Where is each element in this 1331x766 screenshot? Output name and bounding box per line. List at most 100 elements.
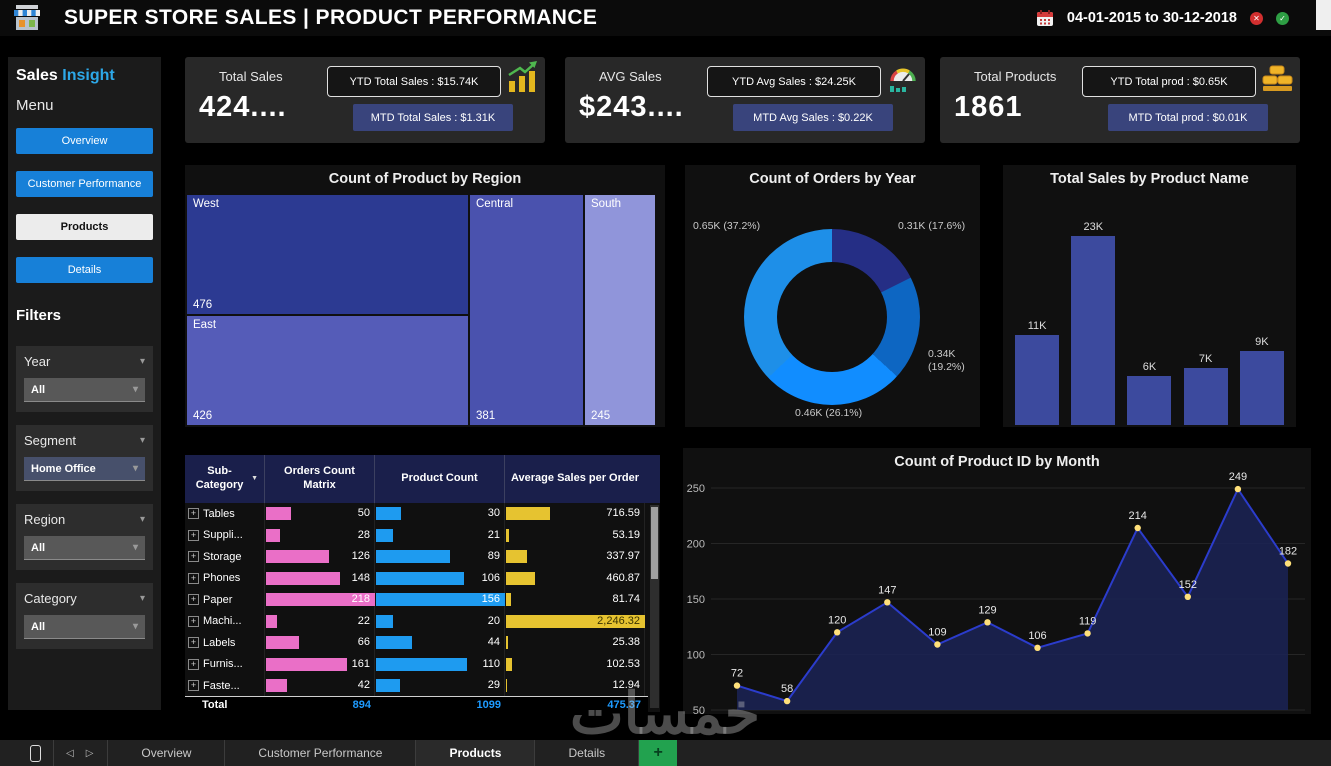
bar-column[interactable]: 11K — [1015, 320, 1060, 425]
scrollbar[interactable] — [1316, 0, 1331, 30]
table-row[interactable]: + Paper 218 156 81.74 — [185, 589, 660, 611]
gauge-icon — [886, 59, 920, 95]
data-point[interactable] — [1234, 485, 1242, 493]
sidebar-item-customer-performance[interactable]: Customer Performance — [16, 171, 153, 197]
mobile-view-icon[interactable] — [30, 744, 41, 762]
sidebar-item-overview[interactable]: Overview — [16, 128, 153, 154]
category-dropdown[interactable]: All ▾ — [24, 615, 145, 639]
sidebar-item-details[interactable]: Details — [16, 257, 153, 283]
bar-column[interactable]: 6K — [1127, 361, 1172, 425]
treemap-tile-west[interactable]: West 476 — [187, 195, 468, 314]
table-row[interactable]: + Suppli... 28 21 53.19 — [185, 524, 660, 546]
store-icon — [12, 3, 42, 33]
sidebar-item-products[interactable]: Products — [16, 214, 153, 240]
table-scrollbar[interactable] — [650, 505, 659, 708]
expand-icon[interactable]: + — [188, 529, 199, 541]
bar-value-label: 6K — [1142, 361, 1157, 373]
expand-icon[interactable]: + — [188, 658, 199, 670]
mtd-total-sales-button[interactable]: MTD Total Sales : $1.31K — [353, 104, 513, 131]
expand-icon[interactable]: + — [188, 615, 199, 627]
products-value: 20 — [487, 614, 500, 627]
row-label: Furnis... — [203, 658, 243, 671]
products-bar — [376, 636, 413, 649]
table-row[interactable]: + Faste... 42 29 12.94 — [185, 675, 660, 696]
table-row[interactable]: + Phones 148 106 460.87 — [185, 567, 660, 589]
bar[interactable] — [1071, 236, 1116, 425]
table-row[interactable]: + Labels 66 44 25.38 — [185, 632, 660, 654]
prev-page-arrow-icon[interactable]: ◁ — [66, 747, 74, 759]
column-header-products[interactable]: Product Count — [375, 455, 505, 503]
expand-icon[interactable]: + — [188, 551, 199, 563]
treemap-tile-central[interactable]: Central 381 — [470, 195, 583, 425]
data-point[interactable] — [834, 629, 841, 636]
kpi-label: Total Sales — [219, 69, 283, 84]
data-point[interactable] — [984, 619, 991, 626]
avg-sales-bar — [506, 593, 512, 606]
region-dropdown[interactable]: All ▾ — [24, 536, 145, 560]
filter-segment-label: Segment — [24, 433, 77, 448]
scrollbar-thumb[interactable] — [651, 507, 658, 579]
filter-category: Category ▾ All ▾ — [16, 583, 153, 649]
column-header-avg-sales[interactable]: Average Sales per Order — [505, 455, 645, 503]
tab-customer-performance[interactable]: Customer Performance — [258, 746, 383, 760]
expand-icon[interactable]: + — [188, 680, 199, 692]
chevron-down-icon[interactable]: ▾ — [139, 435, 145, 446]
table-row[interactable]: + Machi... 22 20 2,246.32 — [185, 610, 660, 632]
bar-column[interactable]: 7K — [1183, 353, 1228, 425]
data-point[interactable] — [1284, 560, 1292, 567]
bar[interactable] — [1239, 351, 1284, 425]
treemap-tile-east[interactable]: East 426 — [187, 316, 468, 425]
data-point-label: 249 — [1229, 471, 1247, 483]
tab-products[interactable]: Products — [416, 740, 535, 766]
tab-overview[interactable]: Overview — [141, 746, 192, 760]
chevron-down-icon[interactable]: ▾ — [139, 514, 145, 525]
segment-dropdown[interactable]: Home Office ▾ — [24, 457, 145, 481]
table-row[interactable]: + Tables 50 30 716.59 — [185, 503, 660, 525]
bar[interactable] — [1015, 335, 1060, 425]
add-page-button[interactable]: + — [639, 740, 678, 766]
tab-details[interactable]: Details — [568, 746, 606, 760]
column-header-subcategory[interactable]: Sub-Category ▼ — [185, 455, 265, 503]
orders-value: 28 — [357, 528, 370, 541]
bar-column[interactable]: 9K — [1239, 336, 1284, 425]
check-icon[interactable]: ✓ — [1276, 11, 1289, 25]
orders-bar — [266, 614, 277, 628]
products-bar — [376, 528, 394, 542]
close-icon[interactable]: ✕ — [1250, 11, 1263, 25]
year-dropdown[interactable]: All ▾ — [24, 378, 145, 402]
bar[interactable] — [1183, 368, 1228, 425]
ytd-total-prod-button[interactable]: YTD Total prod : $0.65K — [1082, 66, 1256, 97]
data-point[interactable] — [1084, 630, 1091, 637]
slice-label: 0.34K (19.2%) — [928, 348, 965, 374]
expand-icon[interactable]: + — [188, 572, 199, 584]
table-row[interactable]: + Storage 126 89 337.97 — [185, 546, 660, 568]
data-point[interactable] — [1184, 593, 1191, 600]
table-row[interactable]: + Furnis... 161 110 102.53 — [185, 653, 660, 675]
chevron-down-icon[interactable]: ▾ — [139, 593, 145, 604]
expand-icon[interactable]: + — [188, 508, 199, 520]
chevron-down-icon[interactable]: ▾ — [139, 356, 145, 367]
expand-icon[interactable]: + — [188, 594, 199, 606]
column-header-orders[interactable]: Orders Count Matrix — [265, 455, 375, 503]
area-plot[interactable]: 50 100 150 200 250 72 58 120 147 109 129 106 119 214 1… — [683, 448, 1311, 714]
bar[interactable] — [1127, 376, 1172, 425]
data-point[interactable] — [783, 697, 791, 705]
data-point[interactable] — [1034, 644, 1041, 651]
next-page-arrow-icon[interactable]: ▷ — [85, 747, 94, 759]
data-point[interactable] — [1134, 524, 1141, 532]
column-label: Orders Count Matrix — [284, 465, 355, 491]
data-point[interactable] — [884, 599, 891, 606]
data-point[interactable] — [934, 641, 941, 648]
products-bar — [376, 657, 467, 671]
mtd-avg-sales-button[interactable]: MTD Avg Sales : $0.22K — [733, 104, 893, 131]
ytd-total-sales-button[interactable]: YTD Total Sales : $15.74K — [327, 66, 501, 97]
mtd-total-prod-button[interactable]: MTD Total prod : $0.01K — [1108, 104, 1268, 131]
data-point-label: 120 — [828, 614, 846, 626]
data-point[interactable] — [733, 682, 741, 689]
products-value: 21 — [487, 528, 500, 541]
bar-column[interactable]: 23K — [1071, 221, 1116, 425]
ytd-avg-sales-button[interactable]: YTD Avg Sales : $24.25K — [707, 66, 881, 97]
expand-icon[interactable]: + — [188, 637, 199, 649]
treemap-tile-south[interactable]: South 245 — [585, 195, 655, 425]
row-label: Faste... — [203, 679, 240, 692]
